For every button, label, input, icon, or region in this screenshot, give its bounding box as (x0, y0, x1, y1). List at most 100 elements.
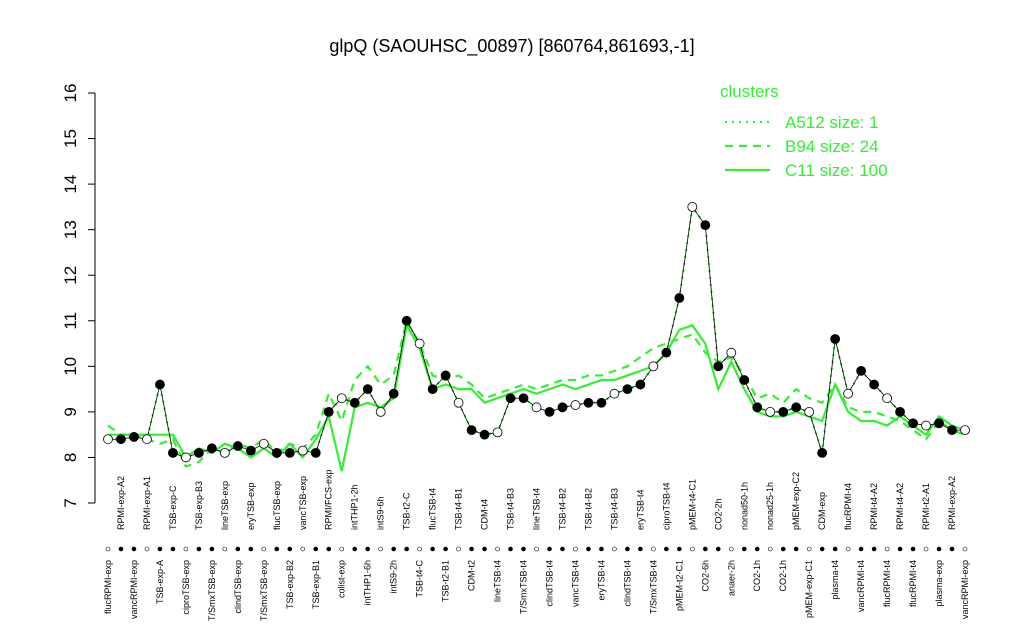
x-tick-label: T/SmxTSB-t4 (519, 560, 529, 614)
data-point (817, 447, 828, 458)
data-point (687, 201, 698, 212)
data-point (440, 370, 451, 381)
gene-line (108, 205, 965, 458)
sample-dot (222, 546, 228, 552)
sample-dot (391, 546, 396, 552)
data-point (830, 334, 841, 344)
data-point (271, 447, 282, 458)
data-point (168, 447, 178, 458)
x-tick-label: eryTSB-t4 (596, 560, 606, 601)
sample-dot (793, 546, 799, 552)
x-tick-label: TSB-t4-C (415, 560, 425, 598)
sample-dot (326, 546, 332, 552)
x-tick-label: pMEM-t2-C1 (674, 560, 684, 611)
sample-dot (741, 546, 747, 552)
data-point (310, 447, 321, 458)
data-point (401, 315, 412, 326)
data-point (557, 402, 568, 413)
x-tick-label: lineTSB-t4 (493, 560, 503, 602)
sample-dot (131, 546, 137, 552)
data-point (245, 445, 256, 456)
x-tick-label: TSB-exp-C (168, 485, 178, 530)
x-tick-label: CO2-2h (713, 498, 723, 530)
sample-dot (209, 546, 215, 552)
sample-dot (430, 546, 435, 552)
x-tick-label: nonad50-1h (739, 482, 749, 530)
data-point (232, 441, 243, 451)
sample-dot (235, 546, 241, 552)
data-point (466, 425, 477, 436)
x-tick-label: CO2-1h (778, 560, 788, 592)
data-point (155, 379, 165, 390)
sample-dot (573, 546, 578, 552)
x-tick-label: TSB-exp-A (155, 560, 165, 604)
x-tick-label: vancRPMI-exp (960, 560, 970, 619)
data-point (843, 388, 854, 399)
x-tick-label: ciproTSB-exp (181, 560, 191, 615)
data-point (103, 434, 113, 445)
sample-dot (495, 546, 500, 552)
x-tick-label: RPMI-t4-A2 (895, 483, 905, 530)
data-point (518, 393, 529, 404)
data-point (804, 406, 815, 417)
data-point (453, 397, 464, 408)
data-point (791, 402, 802, 413)
sample-dot (248, 546, 254, 552)
x-tick-label: RPMI/FCS-exp (324, 469, 334, 530)
x-tick-label: flucTSB-exp (272, 481, 282, 530)
data-point (206, 443, 217, 454)
x-tick-label: intTHP1-2h (350, 484, 360, 530)
x-tick-label: intS9-6h (376, 496, 386, 530)
sample-dot (780, 546, 786, 552)
data-point (414, 338, 425, 349)
x-tick-label: TSB-t4-B2 (557, 488, 567, 530)
data-point (713, 361, 724, 372)
sample-dot (469, 546, 474, 552)
data-point (596, 397, 607, 408)
data-point (531, 402, 542, 413)
data-point (388, 388, 399, 399)
x-tick-label: TSB-t4-B1 (454, 488, 464, 530)
x-tick-label: vancRPMI-t4 (856, 560, 866, 612)
x-tick-label: pMEM-exp-C1 (804, 560, 814, 618)
x-tick-label: eryTSB-t4 (635, 489, 645, 530)
sample-dot (651, 546, 656, 552)
sample-dot (339, 546, 345, 552)
sample-dot (612, 546, 617, 552)
data-point (921, 420, 931, 431)
sample-dot (157, 546, 163, 552)
sample-dot (936, 546, 942, 552)
sample-dot (871, 546, 877, 552)
sample-dot (352, 546, 358, 552)
x-tick-label: TSB-exp-B3 (194, 481, 204, 530)
y-tick-label: 10 (61, 357, 80, 376)
data-point (544, 406, 555, 417)
x-tick-label: T/SmxTSB-exp (207, 560, 217, 621)
data-point (661, 347, 672, 358)
sample-dot (599, 546, 604, 552)
sample-dot (183, 546, 189, 552)
sample-dot (715, 546, 721, 552)
data-point (349, 397, 360, 408)
data-point (583, 397, 594, 408)
sample-dot (586, 546, 591, 552)
data-point (323, 406, 334, 417)
sample-dot (508, 546, 513, 552)
x-tick-label: clindTSB-t4 (622, 560, 632, 607)
sample-dot (832, 546, 838, 552)
x-tick-label: colist-exp (337, 560, 347, 598)
x-tick-label: TSB-t4-B3 (609, 488, 619, 530)
y-tick-label: 16 (61, 84, 80, 103)
y-tick-label: 7 (61, 498, 80, 507)
x-tick-label: CO2-6h (700, 560, 710, 592)
sample-dot (534, 546, 539, 552)
sample-dot (261, 546, 267, 552)
y-tick-label: 15 (61, 129, 80, 148)
sample-dot (443, 546, 448, 552)
sample-dot (664, 546, 669, 552)
data-point (219, 447, 230, 458)
x-tick-label: TSB-exp-B2 (285, 560, 295, 609)
x-tick-label: TSB-t2-C (402, 492, 412, 530)
y-tick-label: 9 (61, 407, 80, 416)
